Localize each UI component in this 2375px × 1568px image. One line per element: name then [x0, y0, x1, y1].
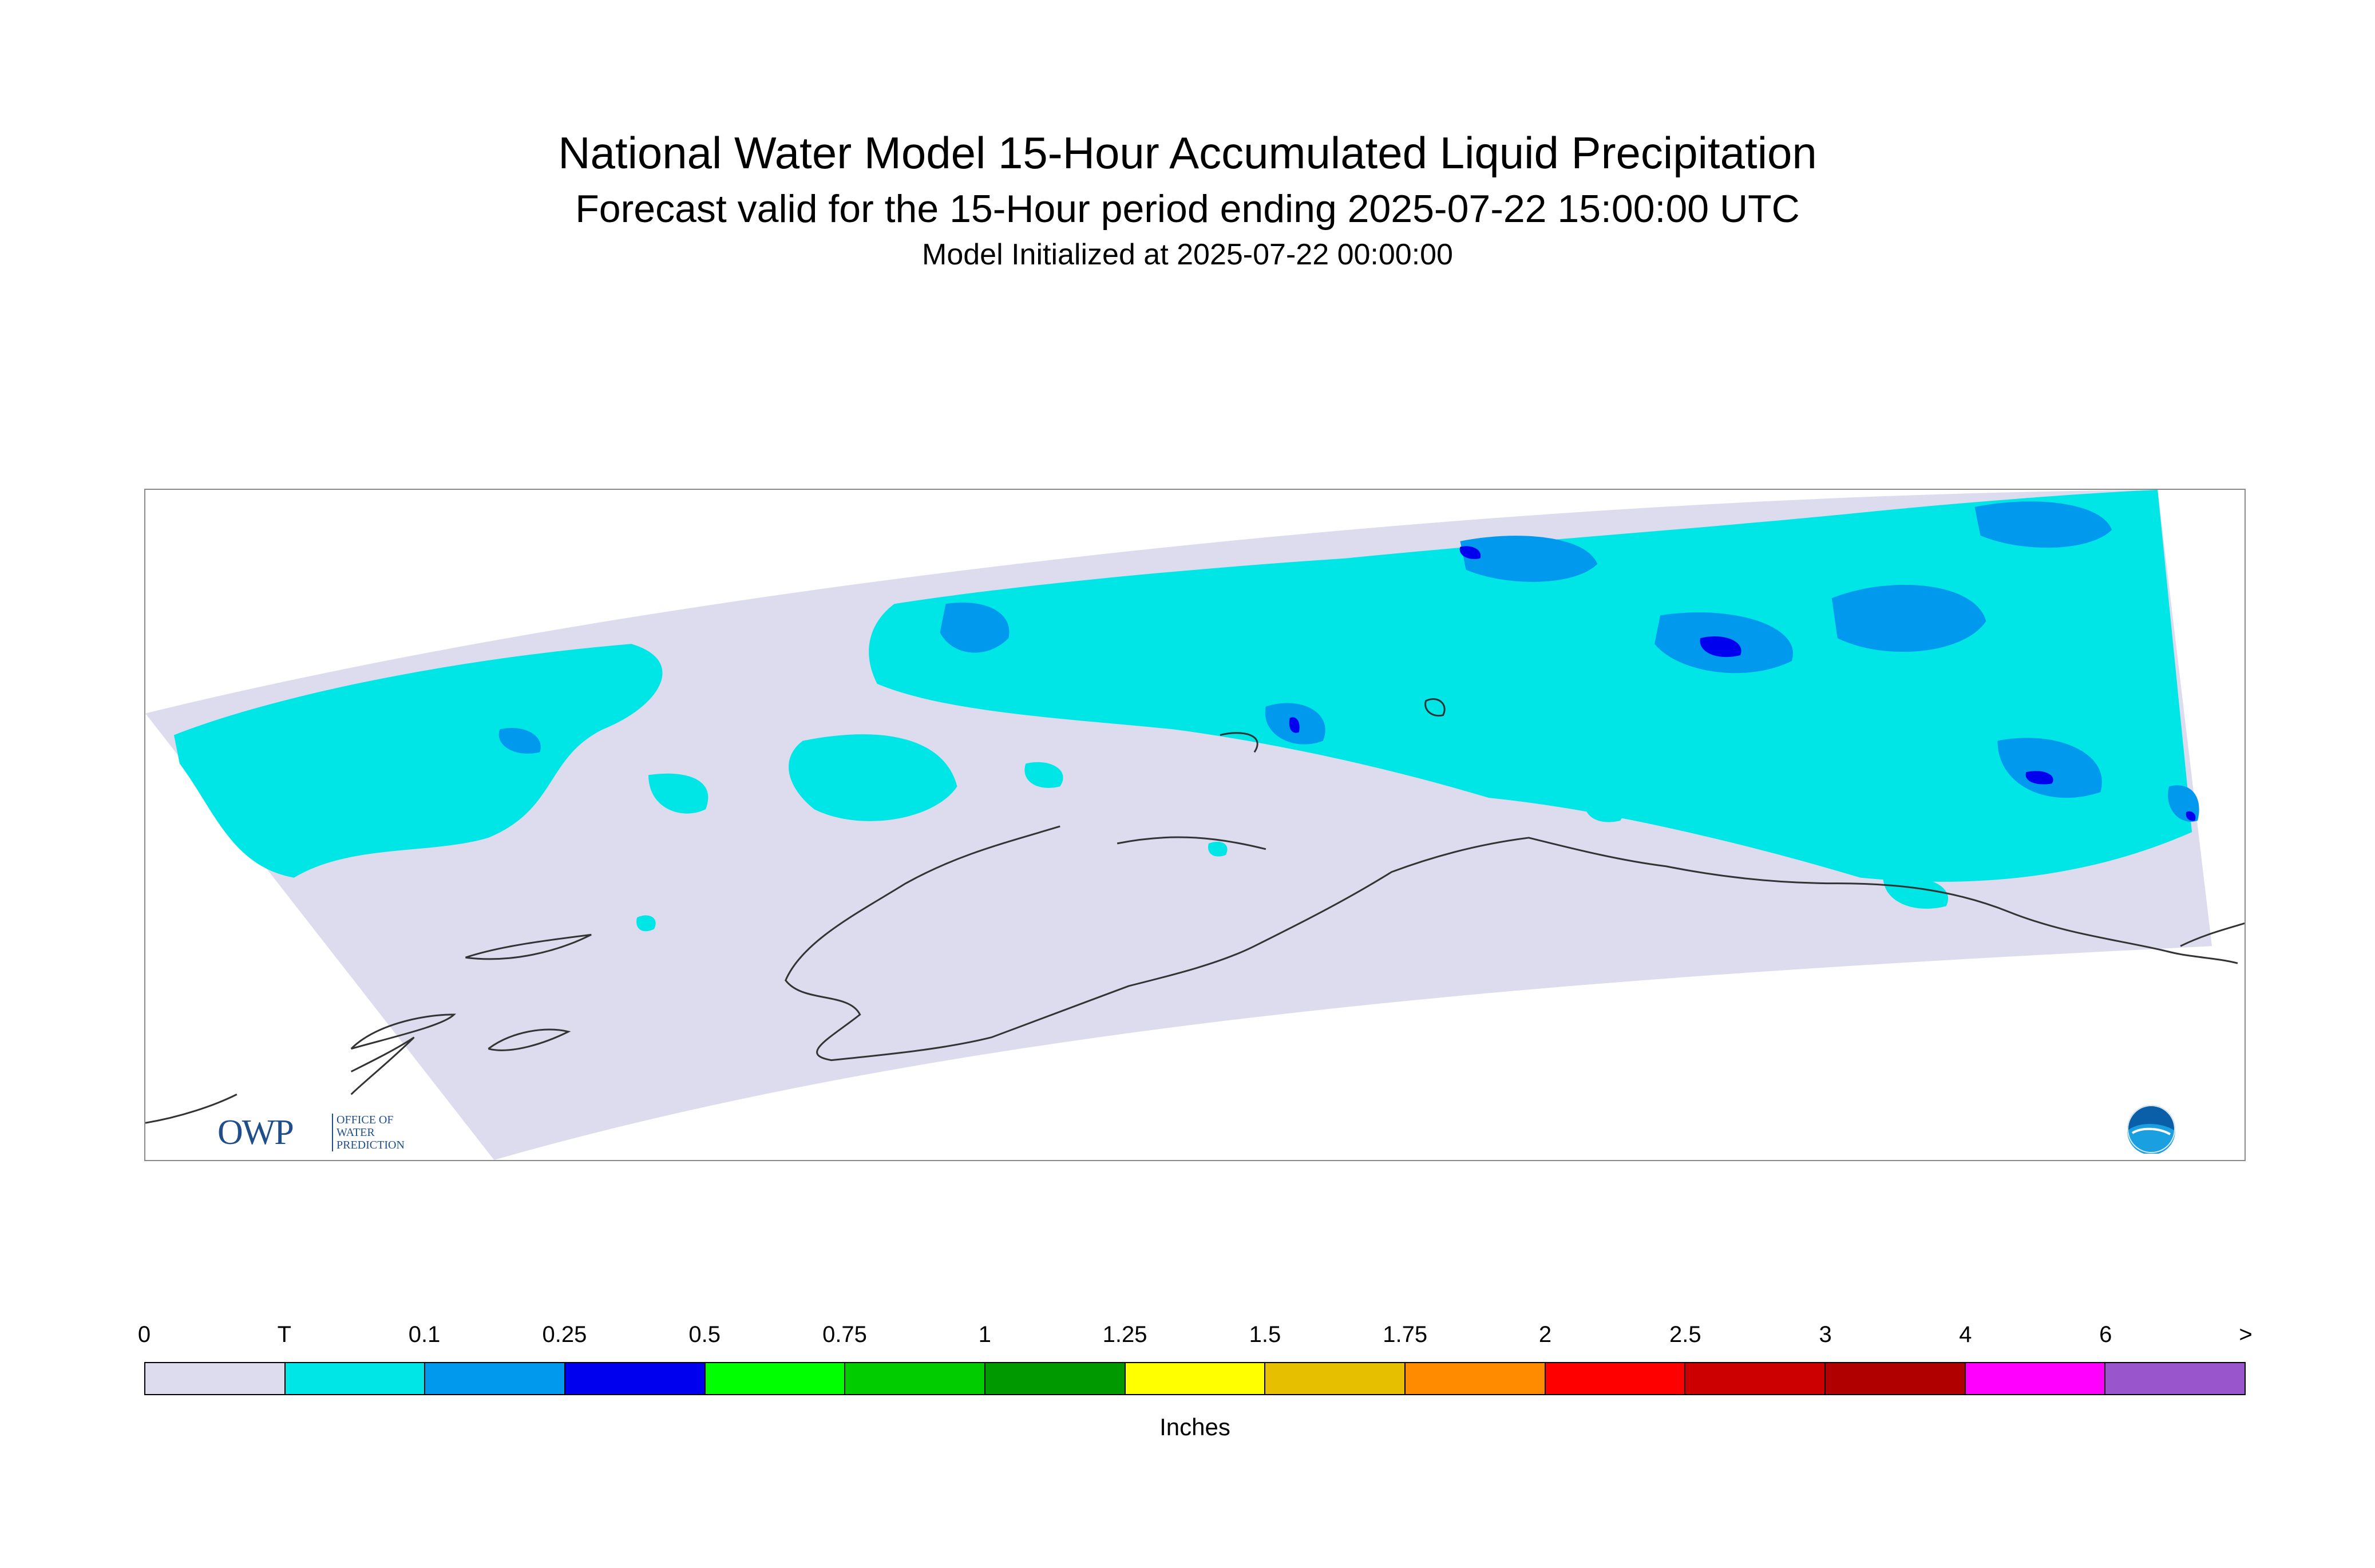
- legend-swatch: [425, 1363, 566, 1394]
- legend-units: Inches: [1159, 1413, 1230, 1440]
- legend-tick-label: 2: [1538, 1322, 1552, 1347]
- owp-sub-line: OFFICE OF: [337, 1114, 394, 1126]
- legend-tick-label: 0.1: [408, 1322, 441, 1347]
- legend-swatch: [1265, 1363, 1406, 1394]
- legend-color-bar: [144, 1362, 2246, 1395]
- legend-swatch: [1406, 1363, 1546, 1394]
- precip-light-areas: [498, 501, 2199, 822]
- legend-tick-label: 0.25: [542, 1322, 587, 1347]
- owp-sub-line: PREDICTION: [337, 1139, 405, 1151]
- legend-swatch: [2105, 1363, 2245, 1394]
- model-init-time: Model Initialized at 2025-07-22 00:00:00: [922, 238, 1453, 271]
- legend-tick-label: T: [277, 1322, 292, 1347]
- legend-tick-label: >: [2239, 1322, 2253, 1347]
- precip-trace-areas: [173, 490, 2192, 932]
- legend-swatch: [1685, 1363, 1826, 1394]
- precipitation-map: [144, 489, 2246, 1161]
- legend-tick-label: 0: [137, 1322, 151, 1347]
- legend-tick-label: 6: [2099, 1322, 2112, 1347]
- legend-swatch: [145, 1363, 286, 1394]
- precip-moderate-areas: [1289, 546, 2196, 821]
- legend-swatch: [285, 1363, 426, 1394]
- legend-tick-label: 3: [1819, 1322, 1832, 1347]
- legend-swatch: [1965, 1363, 2106, 1394]
- map-title: National Water Model 15-Hour Accumulated…: [558, 128, 1817, 178]
- owp-sub-line: WATER: [337, 1126, 375, 1139]
- legend-tick-label: 0.5: [688, 1322, 721, 1347]
- legend-tick-label: 1: [978, 1322, 991, 1347]
- legend-tick-label: 4: [1959, 1322, 1972, 1347]
- owp-logo: OWP OFFICE OF WATER PREDICTION: [217, 1112, 435, 1158]
- legend-tick-label: 0.75: [822, 1322, 867, 1347]
- legend-tick-label: 1.75: [1383, 1322, 1428, 1347]
- noaa-logo-icon: [2127, 1105, 2175, 1154]
- legend-swatch: [1826, 1363, 1966, 1394]
- legend-tick-label: 1.5: [1249, 1322, 1281, 1347]
- map-canvas: [145, 490, 2245, 1160]
- legend-swatch: [1125, 1363, 1266, 1394]
- legend-tick-label: 2.5: [1669, 1322, 1701, 1347]
- legend-swatch: [985, 1363, 1126, 1394]
- coastlines: [145, 698, 2245, 1124]
- map-subtitle: Forecast valid for the 15-Hour period en…: [575, 187, 1800, 231]
- legend-swatch: [1545, 1363, 1686, 1394]
- owp-logo-mark: OWP: [217, 1113, 294, 1152]
- legend-tick-label: 1.25: [1102, 1322, 1147, 1347]
- legend-swatch: [845, 1363, 986, 1394]
- legend-swatch: [565, 1363, 706, 1394]
- legend-swatch: [705, 1363, 846, 1394]
- owp-logo-subtext: OFFICE OF WATER PREDICTION: [332, 1114, 405, 1151]
